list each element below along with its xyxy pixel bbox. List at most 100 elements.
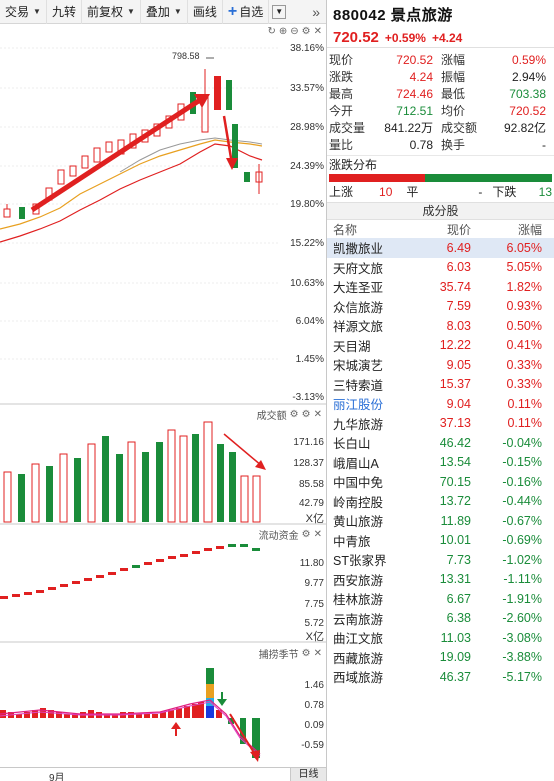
close-icon[interactable]: ✕ <box>313 409 322 420</box>
gear-icon[interactable]: ⚙ <box>301 529 311 540</box>
constituent-change: 6.05% <box>506 240 542 255</box>
constituent-name: 黄山旅游 <box>333 515 384 530</box>
constituent-name: 桂林旅游 <box>333 593 384 608</box>
constituent-price: 7.59 <box>446 299 471 314</box>
minus-circle-icon[interactable]: ⊖ <box>290 26 299 37</box>
list-item[interactable]: 大连圣亚 35.74 1.82% <box>327 277 554 297</box>
constituent-name: 祥源文旅 <box>333 320 384 335</box>
distribution-bar <box>329 174 552 182</box>
draw-line-button[interactable]: 画线 <box>188 0 223 24</box>
list-item[interactable]: 西安旅游 13.31 -1.11% <box>327 570 554 590</box>
constituent-price: 35.74 <box>439 279 471 294</box>
list-item[interactable]: 西藏旅游 19.09 -3.88% <box>327 648 554 668</box>
refresh-icon[interactable]: ↻ <box>267 26 276 37</box>
constituent-change: 0.93% <box>506 299 542 314</box>
list-item[interactable]: ST张家界 7.73 -1.02% <box>327 550 554 570</box>
header-change[interactable]: 涨幅 <box>517 222 542 237</box>
constituent-price: 7.73 <box>446 552 471 567</box>
kline-y-label: 24.39% <box>290 161 324 172</box>
chart-area[interactable]: ↻ ⊕ ⊖ ⚙ ✕ 798.58 38.16% 33.57% 28.98% 24… <box>0 24 326 767</box>
list-item[interactable]: 西域旅游 46.37 -5.17% <box>327 667 554 687</box>
list-item[interactable]: 凯撒旅业 6.49 6.05% <box>327 238 554 258</box>
volume-unit-label: X亿 <box>305 513 324 525</box>
list-item[interactable]: 长白山 46.42 -0.04% <box>327 433 554 453</box>
quote-table: 现价 720.52 涨幅 0.59% 涨跌 4.24 振幅 2.94% 最高 724.46 最低 70… <box>327 48 554 153</box>
list-item[interactable]: 峨眉山A 13.54 -0.15% <box>327 453 554 473</box>
nine-turn-button[interactable]: 九转 <box>47 0 82 24</box>
gear-icon[interactable]: ⚙ <box>289 409 299 420</box>
list-item[interactable]: 黄山旅游 11.89 -0.67% <box>327 511 554 531</box>
volume-y-label: 171.16 <box>293 437 324 448</box>
trade-menu[interactable]: 交易 ▼ <box>0 0 47 24</box>
quote-label: 均价 <box>441 104 466 118</box>
flow-bars <box>0 544 260 599</box>
constituent-name: ST张家界 <box>333 554 387 569</box>
constituent-change: -5.17% <box>502 669 542 684</box>
quote-label: 涨跌 <box>329 70 354 84</box>
close-icon[interactable]: ✕ <box>313 529 322 540</box>
panel-divider[interactable] <box>326 0 327 781</box>
constituent-price: 19.09 <box>439 650 471 665</box>
constituent-change: -3.88% <box>502 650 542 665</box>
constituent-name: 众信旅游 <box>333 300 384 315</box>
period-daily-button[interactable]: 日线 <box>290 768 326 781</box>
quote-value: 724.46 <box>396 86 433 101</box>
list-item[interactable]: 祥源文旅 8.03 0.50% <box>327 316 554 336</box>
list-item[interactable]: 中国中免 70.15 -0.16% <box>327 472 554 492</box>
list-item[interactable]: 丽江股份 9.04 0.11% <box>327 394 554 414</box>
constituent-change: -0.16% <box>502 474 542 489</box>
season-y-label: 0.78 <box>304 700 324 711</box>
settings-icon[interactable]: ⚙ <box>301 409 311 420</box>
flow-unit-label: X亿 <box>305 631 324 643</box>
constituent-name: 凯撒旅业 <box>333 242 384 257</box>
constituent-change: -1.02% <box>502 552 542 567</box>
list-item[interactable]: 九华旅游 37.13 0.11% <box>327 414 554 434</box>
constituent-price: 13.54 <box>439 455 471 470</box>
flow-title-label: 流动资金 <box>258 531 299 542</box>
list-item[interactable]: 三特索道 15.37 0.33% <box>327 375 554 395</box>
watchlist-dropdown-icon[interactable]: ▼ <box>272 4 287 19</box>
stock-price-row: 720.52 +0.59% +4.24 <box>333 29 548 46</box>
constituent-change: 0.11% <box>507 396 542 411</box>
chevron-down-icon: ▼ <box>33 7 41 16</box>
quote-label: 现价 <box>329 53 354 67</box>
constituent-name: 天府文旅 <box>333 261 384 276</box>
list-item[interactable]: 岭南控股 13.72 -0.44% <box>327 492 554 512</box>
list-item[interactable]: 桂林旅游 6.67 -1.91% <box>327 589 554 609</box>
adjust-menu[interactable]: 前复权 ▼ <box>82 0 141 24</box>
quote-value: 841.22万 <box>384 121 433 135</box>
distribution-title: 涨跌分布 <box>327 155 554 172</box>
list-item[interactable]: 众信旅游 7.59 0.93% <box>327 297 554 317</box>
close-icon[interactable]: ✕ <box>313 648 322 659</box>
constituent-change: 1.82% <box>506 279 542 294</box>
chart-canvas[interactable] <box>0 24 326 767</box>
quote-row: 现价 720.52 涨幅 0.59% <box>327 51 554 68</box>
watchlist-label: 自选 <box>239 5 264 19</box>
gear-icon[interactable]: ⚙ <box>301 26 311 37</box>
list-item[interactable]: 宋城演艺 9.05 0.33% <box>327 355 554 375</box>
close-icon[interactable]: ✕ <box>313 26 322 37</box>
list-item[interactable]: 曲江文旅 11.03 -3.08% <box>327 628 554 648</box>
stock-change-amt: +4.24 <box>431 31 463 45</box>
quote-label: 换手 <box>441 138 466 152</box>
volume-arrow-down <box>223 433 266 470</box>
list-item[interactable]: 中青旅 10.01 -0.69% <box>327 531 554 551</box>
season-title-label: 捕捞季节 <box>258 650 299 661</box>
quote-label: 今开 <box>329 104 354 118</box>
expand-more-icon[interactable]: » <box>306 4 326 20</box>
volume-bars <box>3 421 261 523</box>
add-watchlist-button[interactable]: + 自选 <box>223 0 270 24</box>
high-price-marker: 798.58 <box>172 51 200 61</box>
list-item[interactable]: 天目湖 12.22 0.41% <box>327 336 554 356</box>
list-item[interactable]: 天府文旅 6.03 5.05% <box>327 258 554 278</box>
volume-panel-title: 成交额 ⚙ ⚙ ✕ <box>257 407 322 422</box>
gear-icon[interactable]: ⚙ <box>301 648 311 659</box>
constituent-change: -2.60% <box>502 611 542 626</box>
overlay-menu[interactable]: 叠加 ▼ <box>141 0 188 24</box>
plus-circle-icon[interactable]: ⊕ <box>278 26 288 37</box>
header-price[interactable]: 现价 <box>446 222 471 237</box>
trade-label: 交易 <box>5 5 30 19</box>
header-name[interactable]: 名称 <box>333 222 358 237</box>
list-item[interactable]: 云南旅游 6.38 -2.60% <box>327 609 554 629</box>
distribution-counts: 上涨 10 平 - 下跌 13 <box>327 183 554 200</box>
